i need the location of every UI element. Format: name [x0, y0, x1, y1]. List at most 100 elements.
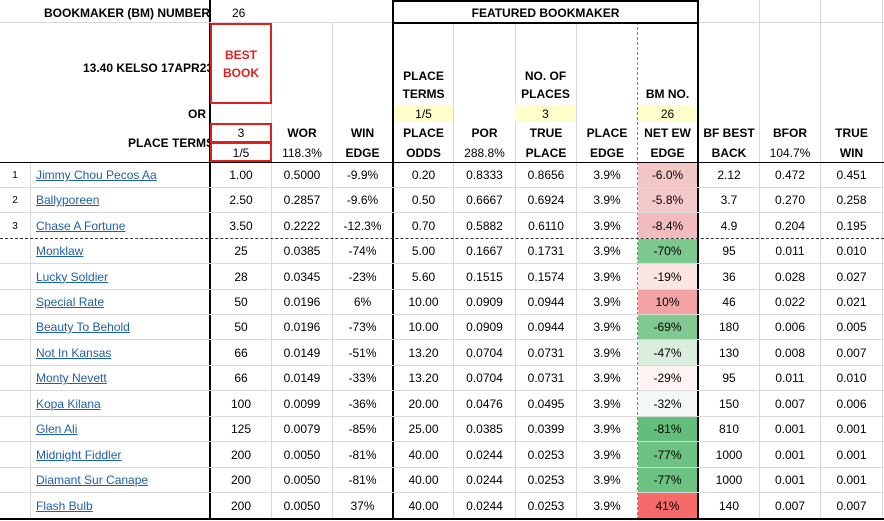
featured-bm-no-value[interactable]: 26 [660, 107, 675, 121]
runner-name-link[interactable]: Monklaw [36, 244, 84, 258]
best-odds-cell[interactable]: 200 [230, 447, 252, 462]
net-ew-edge-fill [638, 290, 697, 314]
col-true-place-1: TRUE [529, 126, 563, 140]
row-rank [0, 397, 30, 412]
wor-cell: 0.0149 [283, 371, 321, 385]
best-odds-cell[interactable]: 50 [234, 320, 248, 334]
featured-no-places-value[interactable]: 3 [542, 107, 549, 121]
place-edge-cell: 3.9% [593, 345, 621, 360]
row-rank [0, 422, 30, 437]
runner-name-link[interactable]: Lucky Soldier [36, 269, 109, 284]
runner-name-link[interactable]: Kopa Kilana [36, 396, 101, 411]
row-rank [0, 244, 30, 259]
runner-name-link[interactable]: Special Rate [36, 295, 105, 309]
bfor-cell: 0.011 [775, 244, 805, 258]
true-place-cell: 0.0253 [527, 473, 565, 487]
runner-name-link[interactable]: Not In Kansas [36, 345, 112, 360]
runner-name-link[interactable]: Jimmy Chou Pecos Aa [36, 168, 157, 182]
true-place-cell: 0.0731 [527, 345, 565, 360]
true-win-cell: 0.007 [836, 498, 867, 513]
best-book-box[interactable] [210, 23, 272, 104]
runner-name-link[interactable]: Beauty To Behold [36, 320, 130, 334]
true-place-cell: 0.0399 [527, 422, 565, 436]
place-terms-places[interactable]: 3 [237, 126, 245, 140]
bf-best-back-cell[interactable]: 36 [722, 269, 736, 284]
net-ew-edge-fill [638, 264, 697, 289]
best-odds-cell[interactable]: 2.50 [229, 193, 253, 207]
runner-name-link[interactable]: Ballyporeen [36, 193, 100, 207]
featured-no-places-label-2: PLACES [521, 87, 570, 101]
best-odds-cell[interactable]: 125 [230, 422, 252, 436]
place-edge-cell: 3.9% [593, 396, 621, 411]
featured-place-terms-value[interactable]: 1/5 [415, 107, 432, 121]
place-edge-cell: 3.9% [593, 218, 621, 233]
featured-place-terms-cell[interactable] [394, 105, 453, 122]
true-place-cell: 0.0253 [527, 447, 565, 462]
true-win-cell: 0.007 [836, 345, 867, 360]
bf-best-back-cell[interactable]: 3.7 [720, 193, 738, 207]
true-place-cell: 0.1731 [527, 244, 565, 258]
bf-best-back-cell[interactable]: 1000 [715, 447, 743, 462]
runner-name-link[interactable]: Monty Nevett [36, 371, 107, 385]
best-odds-cell[interactable]: 28 [234, 269, 248, 284]
bf-best-back-cell[interactable]: 4.9 [720, 218, 738, 233]
bf-best-back-cell[interactable]: 95 [722, 244, 736, 258]
bm-number-label: BOOKMAKER (BM) NUMBER [44, 6, 209, 20]
net-ew-edge-fill [638, 213, 697, 238]
bfor-cell: 0.001 [774, 447, 806, 462]
bf-best-back-cell[interactable]: 140 [718, 498, 740, 513]
col-bf-best-1: BF BEST [703, 126, 755, 140]
net-ew-edge-fill [638, 468, 697, 492]
row-rank [0, 346, 30, 361]
true-win-cell: 0.195 [836, 218, 867, 233]
runner-name-link[interactable]: Flash Bulb [36, 498, 93, 513]
best-odds-cell[interactable]: 25 [234, 244, 248, 258]
best-odds-cell[interactable]: 200 [230, 498, 252, 513]
bf-best-back-cell[interactable]: 130 [718, 345, 740, 360]
net-ew-edge-cell: -6.0% [651, 168, 684, 182]
runner-name-link[interactable]: Glen Ali [36, 422, 78, 436]
row-rank: 3 [12, 220, 18, 232]
place-terms-fraction-box[interactable] [210, 142, 272, 162]
best-odds-cell[interactable]: 50 [234, 295, 248, 309]
bf-best-back-cell[interactable]: 150 [718, 396, 740, 411]
net-ew-edge-fill [638, 391, 697, 416]
true-place-cell: 0.6110 [528, 218, 564, 233]
true-win-cell: 0.005 [836, 320, 867, 334]
runner-name-link[interactable]: Midnight Fiddler [36, 447, 122, 462]
best-odds-cell[interactable]: 66 [234, 371, 248, 385]
runner-name-link[interactable]: Chase A Fortune [36, 218, 126, 233]
true-place-cell: 0.0731 [527, 371, 565, 385]
bfor-cell: 0.011 [775, 371, 805, 385]
race-title: 13.40 KELSO 17APR23 [83, 61, 209, 75]
best-odds-cell[interactable]: 100 [230, 396, 252, 411]
bf-best-back-cell[interactable]: 46 [722, 295, 736, 309]
featured-bm-no-cell[interactable] [638, 105, 697, 122]
win-edge-cell: 37% [350, 498, 375, 513]
featured-no-places-cell[interactable] [515, 105, 576, 122]
row-rank [0, 448, 30, 463]
best-odds-cell[interactable]: 1.00 [229, 168, 253, 182]
true-place-cell: 0.0944 [527, 295, 565, 309]
bf-best-back-cell[interactable]: 1000 [715, 473, 743, 487]
runner-name-link[interactable]: Diamant Sur Canape [36, 473, 149, 487]
col-por-total: 288.8% [464, 146, 505, 160]
or-label: OR [188, 107, 206, 121]
place-odds-cell: 25.00 [408, 422, 439, 436]
best-odds-cell[interactable]: 66 [234, 345, 248, 360]
place-edge-cell: 3.9% [593, 193, 621, 207]
bf-best-back-cell[interactable]: 810 [718, 422, 740, 436]
bf-best-back-cell[interactable]: 180 [718, 320, 740, 334]
bm-number-value[interactable]: 26 [232, 6, 246, 20]
wor-cell: 0.0385 [283, 244, 321, 258]
best-odds-cell[interactable]: 200 [230, 473, 252, 487]
col-net-ew-1: NET EW [644, 126, 691, 140]
place-terms-fraction[interactable]: 1/5 [232, 146, 250, 160]
bf-best-back-cell[interactable]: 2.12 [717, 168, 741, 182]
best-odds-cell[interactable]: 3.50 [229, 218, 253, 233]
col-win-edge-2: EDGE [345, 146, 380, 160]
place-odds-cell: 0.20 [411, 168, 436, 182]
place-edge-cell: 3.9% [593, 295, 621, 309]
col-place-edge-2: EDGE [589, 146, 624, 160]
bf-best-back-cell[interactable]: 95 [722, 371, 736, 385]
